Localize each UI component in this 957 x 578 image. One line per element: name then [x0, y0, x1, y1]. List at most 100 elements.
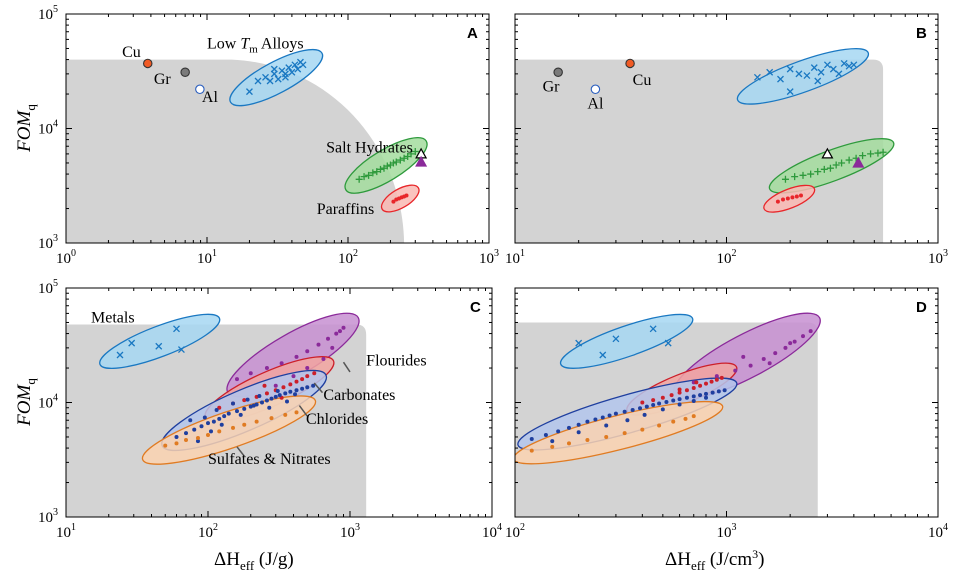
data-point	[242, 406, 247, 411]
data-point	[174, 434, 179, 439]
data-point	[291, 61, 299, 69]
data-point	[704, 395, 709, 400]
panel-letter: B	[916, 25, 927, 42]
data-point	[259, 400, 264, 405]
data-point	[576, 422, 581, 427]
data-point	[270, 65, 278, 73]
data-point	[155, 342, 163, 350]
data-point	[543, 433, 548, 438]
data-point	[294, 354, 299, 359]
data-point	[753, 73, 761, 81]
data-point	[202, 415, 207, 420]
data-point	[242, 422, 247, 427]
data-point	[299, 61, 307, 69]
data-point	[288, 389, 293, 394]
annotation-label: Al	[202, 89, 219, 106]
data-point	[722, 388, 727, 393]
data-point	[600, 415, 605, 420]
ellipse-metals	[99, 313, 221, 369]
axis-ticks	[514, 288, 938, 518]
data-point	[275, 389, 280, 394]
data-point	[312, 371, 317, 376]
data-point	[859, 152, 867, 160]
data-point	[817, 68, 825, 76]
series-sulfates-nitrates	[529, 414, 696, 453]
data-point	[369, 169, 377, 177]
data-point	[807, 170, 815, 178]
data-point	[274, 75, 282, 83]
data-point	[599, 351, 607, 359]
data-point	[192, 427, 197, 432]
data-point	[733, 368, 738, 373]
x-tick-label: 102	[198, 522, 218, 541]
data-point	[184, 438, 189, 443]
data-point	[128, 339, 136, 347]
data-point	[604, 423, 609, 428]
data-point	[792, 339, 797, 344]
series-flourides	[234, 325, 346, 388]
data-point	[657, 401, 662, 406]
annotation-label: Paraffins	[317, 201, 374, 218]
data-point	[613, 411, 618, 416]
data-point	[373, 168, 381, 176]
data-point	[334, 331, 339, 336]
data-point	[337, 329, 342, 334]
data-point	[321, 356, 326, 361]
data-point	[766, 68, 774, 76]
filled-triangle-marker	[852, 156, 865, 168]
data-point	[283, 412, 288, 417]
data-point	[242, 398, 247, 403]
data-point	[575, 339, 583, 347]
annotation-label: Al	[587, 95, 604, 112]
annotation-label: Carbonates	[323, 387, 395, 404]
data-point	[281, 385, 286, 390]
ellipse-sulfates-nitrates	[141, 395, 317, 465]
data-point	[245, 397, 250, 402]
panel-d: 102 103 104 D	[505, 287, 948, 541]
data-point	[206, 433, 210, 438]
data-point	[294, 65, 302, 73]
data-point	[173, 325, 180, 333]
data-point	[174, 441, 179, 446]
data-point	[214, 407, 219, 412]
data-point	[383, 162, 391, 170]
data-point	[219, 422, 224, 427]
data-point	[376, 165, 384, 173]
panel-a: Cu Gr Al Salt Hydrates Paraffins Low Tm Alloy…	[38, 4, 499, 267]
plot-area	[515, 312, 821, 517]
data-point	[238, 412, 243, 417]
data-point	[714, 377, 719, 382]
data-point	[283, 391, 288, 396]
panel-letter: A	[467, 25, 478, 42]
data-point	[773, 351, 778, 356]
point-gr	[553, 67, 563, 77]
data-point	[683, 416, 688, 421]
x-axis-label-mass: ΔHeff (J/g)	[214, 549, 294, 573]
data-point	[273, 383, 278, 388]
data-point	[671, 398, 676, 403]
y-tick-label: 103	[38, 507, 58, 526]
x-axis-label-volume: ΔHeff (J/cm3)	[665, 547, 764, 573]
data-point	[785, 196, 790, 201]
data-point	[234, 409, 239, 414]
data-point	[585, 438, 590, 443]
data-point	[294, 410, 299, 415]
data-point	[767, 361, 772, 366]
data-point	[396, 156, 404, 164]
data-point	[826, 164, 834, 172]
x-tick-label: 101	[56, 522, 76, 541]
data-point	[264, 398, 269, 403]
data-point	[803, 72, 811, 80]
x-tick-label: 102	[505, 522, 525, 541]
data-point	[649, 325, 657, 333]
data-point	[291, 374, 296, 379]
data-point	[273, 394, 278, 399]
series-metals	[575, 325, 672, 359]
data-point	[234, 377, 239, 382]
point-al	[590, 84, 601, 95]
filled-triangle-marker	[415, 155, 428, 167]
ellipse-metals	[559, 313, 694, 369]
data-point	[199, 424, 204, 429]
data-point	[305, 349, 310, 354]
